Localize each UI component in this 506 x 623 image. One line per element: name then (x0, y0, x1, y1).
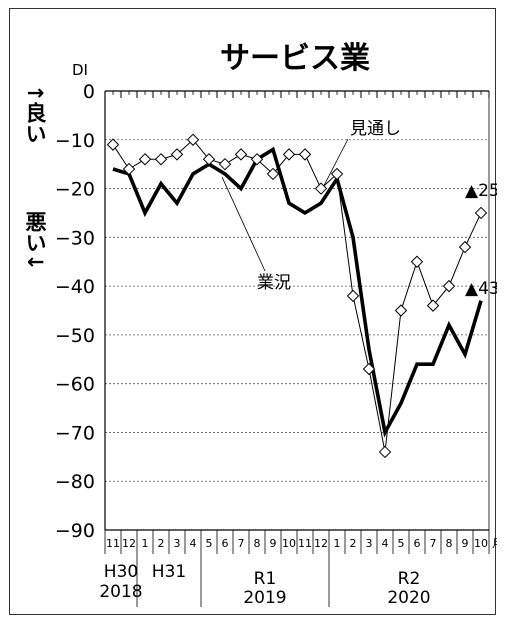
data-point-mitoshi (266, 167, 280, 181)
x-tick-label: 5 (398, 537, 405, 550)
era-label: H31 (152, 562, 186, 582)
data-point-mitoshi (314, 182, 328, 195)
data-point-mitoshi (186, 133, 200, 146)
y-tick-label: −40 (55, 276, 95, 298)
data-point-mitoshi (458, 240, 472, 254)
data-point-mitoshi (234, 148, 248, 161)
x-tick-label: 7 (238, 537, 245, 550)
x-tick-label: 2 (158, 537, 165, 550)
side-label-good: ↑良い (23, 84, 47, 144)
x-tick-label: 6 (222, 537, 229, 550)
leader-line-mitoshi (323, 138, 349, 186)
data-point-mitoshi (442, 279, 456, 293)
data-point-mitoshi (346, 289, 360, 303)
leader-line-gyokyo (221, 176, 266, 272)
x-tick-label: 5 (206, 537, 213, 550)
y-tick-label: −80 (55, 471, 95, 493)
x-tick-label: 7 (430, 537, 437, 550)
era-label: R1 (254, 569, 277, 589)
data-point-mitoshi (474, 206, 488, 220)
x-axis: 111212345678910111212345678910月H302018H3… (99, 90, 497, 608)
year-label: 2018 (99, 582, 142, 602)
y-tick-label: −10 (55, 130, 95, 152)
x-tick-label: 2 (350, 537, 357, 550)
data-point-mitoshi (170, 148, 184, 161)
x-tick-label: 11 (298, 537, 312, 550)
chart-frame: サービス業 DI 0 −10 −20 −30 −40 −50 −60 −70 −80 −90 11… (9, 8, 497, 615)
x-tick-label: 8 (446, 537, 453, 550)
end-marker-gyokyo: ▲43 (465, 279, 497, 299)
data-point-mitoshi (106, 138, 120, 151)
x-tick-label: 9 (462, 537, 469, 550)
y-tick-label: −30 (55, 227, 95, 249)
series-line-gyokyo (112, 146, 483, 438)
y-axis-ticks: 0 −10 −20 −30 −40 −50 −60 −70 −80 −90 (55, 81, 95, 542)
y-axis-unit: DI (72, 61, 88, 79)
era-label: H30 (104, 562, 138, 582)
y-tick-label: −90 (55, 520, 95, 542)
y-tick-label: −50 (55, 325, 95, 347)
data-point-mitoshi (202, 153, 216, 166)
series-label-gyokyo: 業況 (257, 273, 291, 293)
series-group (106, 133, 488, 459)
data-point-mitoshi (410, 255, 424, 268)
data-point-mitoshi (138, 153, 152, 166)
year-label: 2019 (243, 588, 286, 608)
series-label-mitoshi: 見通し (350, 119, 401, 139)
data-point-mitoshi (378, 445, 392, 459)
data-point-mitoshi (250, 153, 264, 166)
data-point-mitoshi (122, 162, 136, 176)
x-tick-label: 10 (474, 537, 488, 550)
x-tick-label: 4 (382, 537, 389, 550)
x-tick-label: 1 (334, 537, 341, 550)
x-tick-label: 12 (314, 537, 328, 550)
x-tick-label: 10 (282, 537, 296, 550)
x-tick-label: 1 (142, 537, 149, 550)
y-tick-label: −60 (55, 374, 95, 396)
x-tick-label: 9 (270, 537, 277, 550)
annotations: 業況 見通し ▲25 ▲43 (221, 119, 497, 299)
x-tick-label: 3 (366, 537, 373, 550)
data-point-mitoshi (282, 148, 296, 161)
data-point-mitoshi (394, 304, 408, 317)
era-label: R2 (398, 569, 421, 589)
data-point-mitoshi (426, 299, 440, 312)
data-point-mitoshi (154, 153, 168, 166)
y-tick-label: −70 (55, 422, 95, 444)
data-point-mitoshi (362, 362, 376, 376)
side-label-bad: 悪い↓ (23, 211, 47, 271)
x-tick-label: 8 (254, 537, 261, 550)
y-tick-label: 0 (83, 81, 95, 103)
year-label: 2020 (387, 588, 430, 608)
x-tick-label: 3 (174, 537, 181, 550)
x-tick-label: 4 (190, 537, 197, 550)
data-point-mitoshi (218, 157, 232, 171)
data-point-mitoshi (298, 148, 312, 161)
x-tick-label: 11 (106, 537, 120, 550)
series-line-mitoshi (112, 139, 482, 453)
line-chart: サービス業 DI 0−10−20−30−40−50−60−70−80−90 11… (23, 41, 497, 608)
x-tick-label: 12 (122, 537, 136, 550)
chart-title: サービス業 (220, 41, 370, 76)
y-tick-label: −20 (55, 179, 95, 201)
x-unit-label: 月 (492, 537, 497, 550)
end-marker-mitoshi: ▲25 (465, 181, 497, 201)
data-point-mitoshi (330, 167, 344, 181)
x-tick-label: 6 (414, 537, 421, 550)
